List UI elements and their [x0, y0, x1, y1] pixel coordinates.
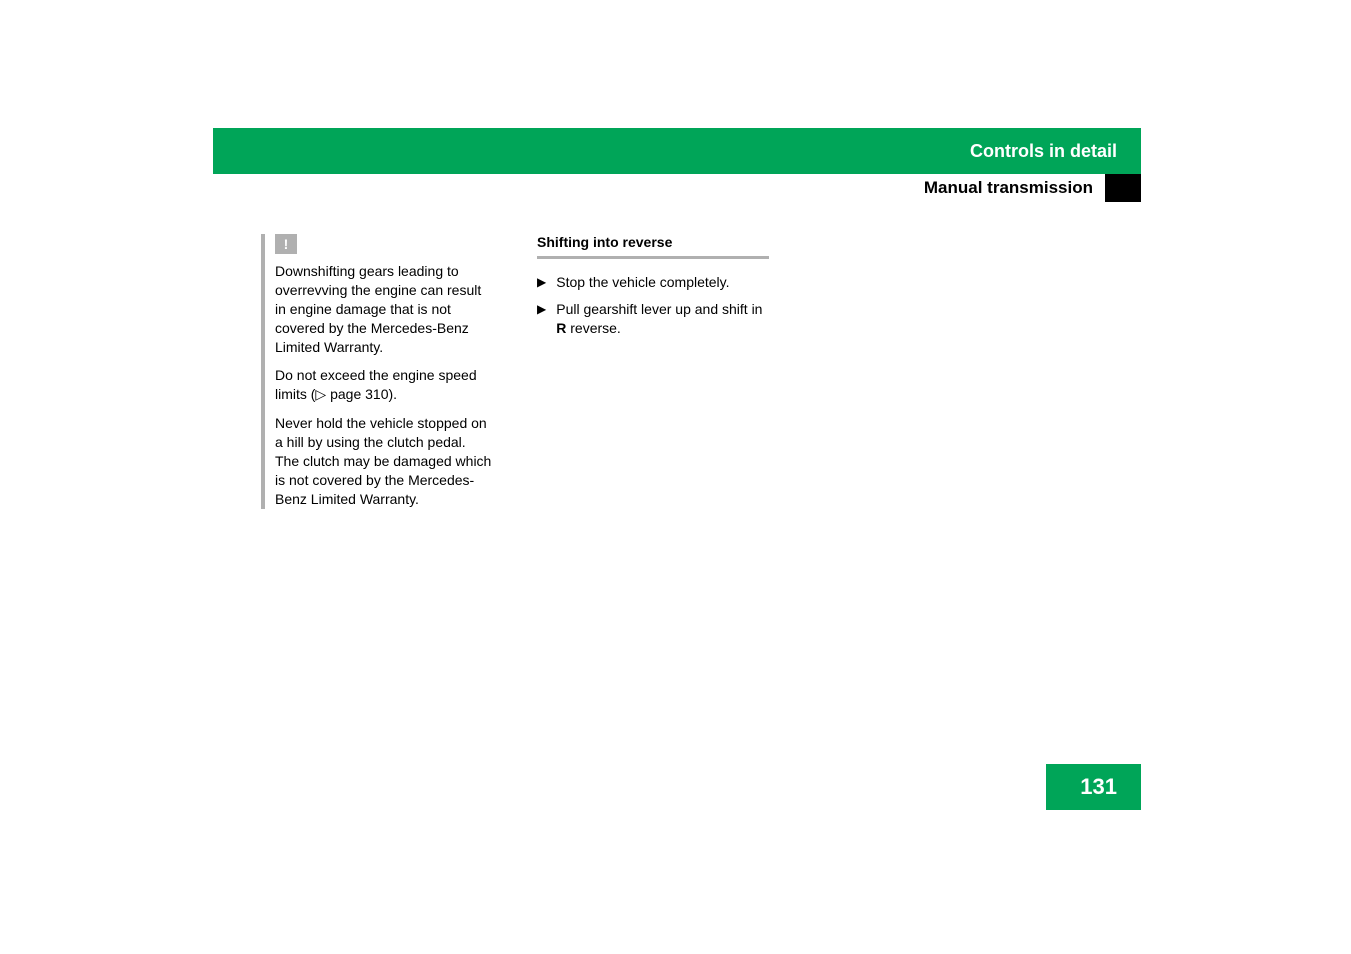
caution-notice: ! Downshifting gears leading to overrev­… — [261, 234, 493, 509]
notice-paragraph: Downshifting gears leading to overrev­vi… — [275, 262, 493, 356]
instruction-text: Stop the vehicle completely. — [556, 273, 729, 292]
triangle-right-icon: ▶ — [537, 273, 546, 292]
page-number: 131 — [1046, 764, 1141, 810]
column-2: Shifting into reverse ▶ Stop the vehicle… — [537, 234, 769, 519]
instruction-text: Pull gearshift lever up and shift in R r… — [556, 300, 769, 338]
thumb-tab — [1105, 174, 1141, 202]
page-content: ! Downshifting gears leading to overrev­… — [261, 234, 769, 519]
page-header: Controls in detail Manual transmission — [213, 128, 1141, 202]
chapter-title: Controls in detail — [970, 141, 1117, 162]
column-1: ! Downshifting gears leading to overrev­… — [261, 234, 493, 519]
instruction-step: ▶ Pull gearshift lever up and shift in R… — [537, 300, 769, 338]
heading-rule — [537, 256, 769, 259]
section-bar: Manual transmission — [213, 174, 1141, 202]
chapter-bar: Controls in detail — [213, 128, 1141, 174]
section-title: Manual transmission — [924, 178, 1105, 198]
page-number-value: 131 — [1080, 774, 1117, 800]
triangle-right-icon: ▶ — [537, 300, 546, 338]
instruction-step: ▶ Stop the vehicle completely. — [537, 273, 769, 292]
notice-paragraph: Never hold the vehicle stopped on a hill… — [275, 414, 493, 508]
notice-paragraph: Do not exceed the engine speed limits (▷… — [275, 366, 493, 404]
section-heading: Shifting into reverse — [537, 234, 769, 256]
exclamation-icon: ! — [275, 234, 297, 254]
